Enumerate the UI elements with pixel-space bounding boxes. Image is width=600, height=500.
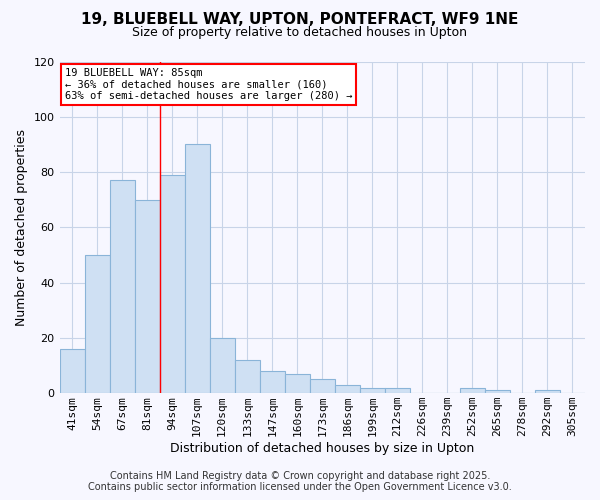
Text: Size of property relative to detached houses in Upton: Size of property relative to detached ho… (133, 26, 467, 39)
X-axis label: Distribution of detached houses by size in Upton: Distribution of detached houses by size … (170, 442, 475, 455)
Bar (335, 385, 360, 393)
Bar (460, 388, 485, 393)
Bar (310, 380, 335, 393)
Bar (535, 390, 560, 393)
Bar (110, 180, 134, 393)
Bar (360, 388, 385, 393)
Text: Contains HM Land Registry data © Crown copyright and database right 2025.
Contai: Contains HM Land Registry data © Crown c… (88, 471, 512, 492)
Bar (85, 255, 110, 393)
Bar (485, 390, 510, 393)
Bar (235, 360, 260, 393)
Bar (160, 175, 185, 393)
Bar (185, 144, 209, 393)
Bar (285, 374, 310, 393)
Text: 19, BLUEBELL WAY, UPTON, PONTEFRACT, WF9 1NE: 19, BLUEBELL WAY, UPTON, PONTEFRACT, WF9… (82, 12, 518, 28)
Bar (260, 371, 285, 393)
Bar (385, 388, 410, 393)
Bar (59, 349, 85, 393)
Text: 19 BLUEBELL WAY: 85sqm
← 36% of detached houses are smaller (160)
63% of semi-de: 19 BLUEBELL WAY: 85sqm ← 36% of detached… (65, 68, 352, 102)
Bar (134, 200, 160, 393)
Y-axis label: Number of detached properties: Number of detached properties (15, 129, 28, 326)
Bar (209, 338, 235, 393)
